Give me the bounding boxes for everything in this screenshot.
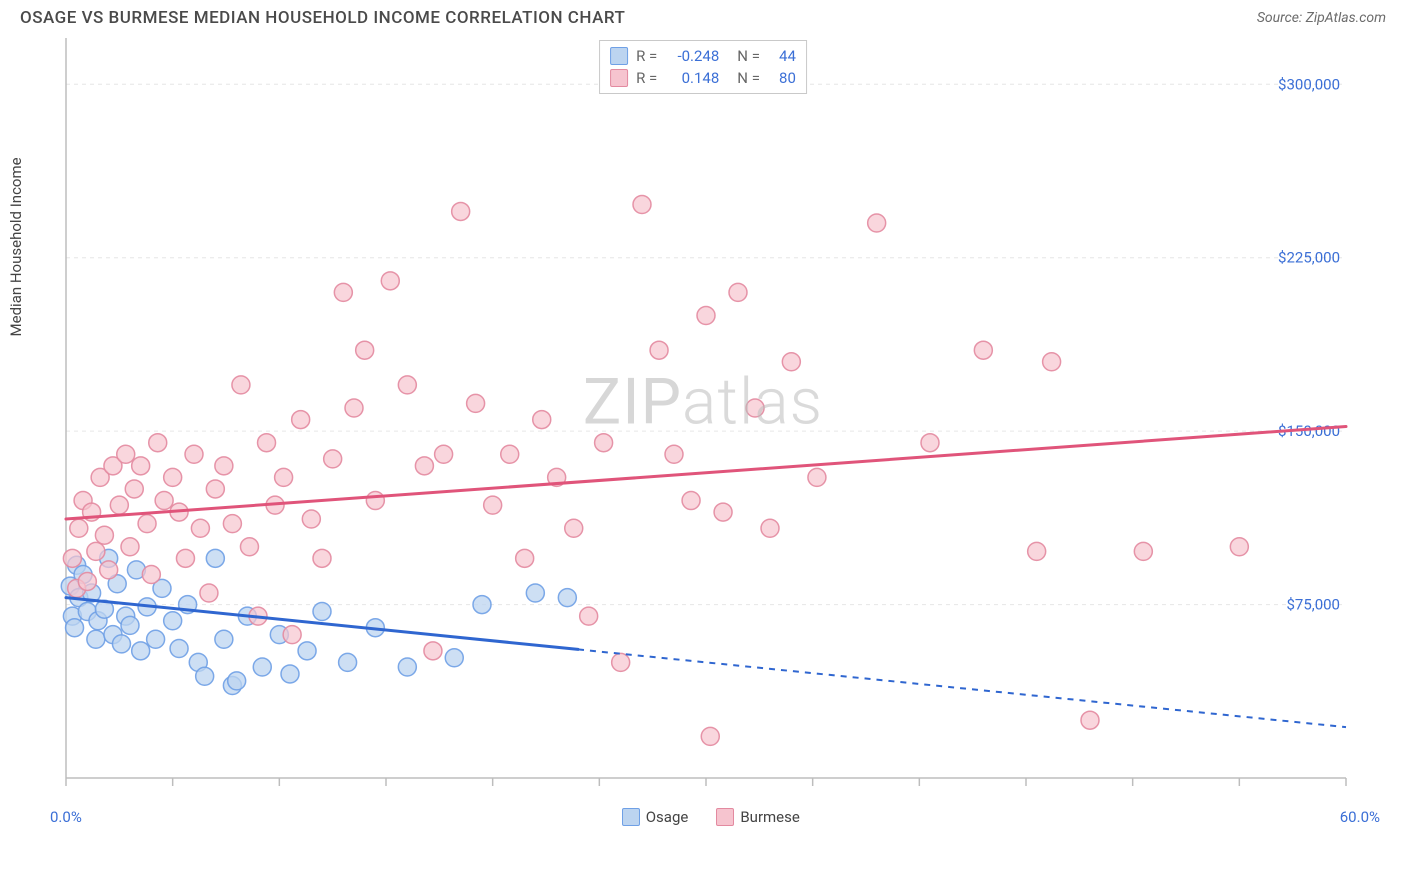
svg-text:$225,000: $225,000 [1278,249,1340,267]
r-label: R = [636,69,657,87]
legend-label: Burmese [740,808,800,826]
svg-text:$75,000: $75,000 [1286,596,1340,614]
n-label: N = [737,69,760,87]
series-legend: Osage Burmese [622,808,800,826]
n-value: 44 [768,47,796,65]
scatter-plot: $75,000$150,000$225,000$300,000 [20,32,1360,802]
legend-item: Osage [622,808,689,826]
chart-container: Median Household Income $75,000$150,000$… [20,32,1386,802]
legend-swatch [610,69,628,87]
legend-swatch [610,47,628,65]
r-label: R = [636,47,657,65]
legend-stat-row: R = -0.248 N = 44 [610,45,796,67]
legend-label: Osage [646,808,689,826]
chart-source: Source: ZipAtlas.com [1257,10,1386,26]
legend-stat-row: R = 0.148 N = 80 [610,67,796,89]
r-value: 0.148 [665,69,719,87]
chart-title: OSAGE VS BURMESE MEDIAN HOUSEHOLD INCOME… [20,8,625,28]
legend-item: Burmese [716,808,800,826]
y-axis-label: Median Household Income [7,157,25,336]
svg-text:$300,000: $300,000 [1278,75,1340,93]
legend-swatch [716,808,734,826]
x-axis-min: 0.0% [50,808,82,826]
x-axis-row: 0.0% Osage Burmese 60.0% [0,802,1406,826]
n-value: 80 [768,69,796,87]
r-value: -0.248 [665,47,719,65]
chart-header: OSAGE VS BURMESE MEDIAN HOUSEHOLD INCOME… [0,0,1406,32]
correlation-legend: R = -0.248 N = 44 R = 0.148 N = 80 [599,40,807,94]
n-label: N = [737,47,760,65]
legend-swatch [622,808,640,826]
x-axis-max: 60.0% [1340,808,1380,826]
